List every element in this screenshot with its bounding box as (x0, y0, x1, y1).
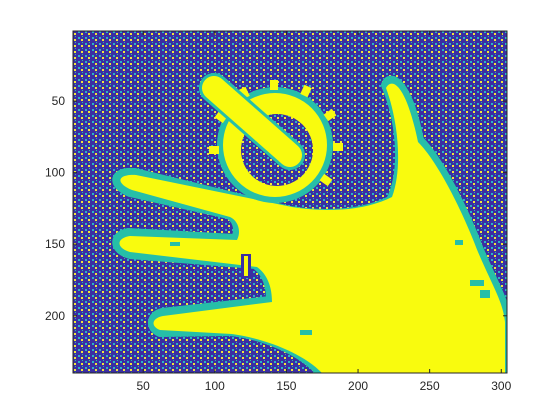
y-tick-label: 150 (45, 237, 65, 251)
ring (241, 254, 251, 278)
y-tick-label: 50 (52, 94, 66, 108)
x-tick-label: 250 (420, 379, 440, 393)
x-tick-label: 150 (276, 379, 296, 393)
image-area (73, 31, 507, 373)
x-tick-label: 200 (348, 379, 368, 393)
y-tick-label: 100 (45, 166, 65, 180)
x-tick-label: 300 (491, 379, 511, 393)
x-tick-label: 50 (137, 379, 151, 393)
y-tick-label: 200 (45, 309, 65, 323)
x-tick-label: 100 (205, 379, 225, 393)
